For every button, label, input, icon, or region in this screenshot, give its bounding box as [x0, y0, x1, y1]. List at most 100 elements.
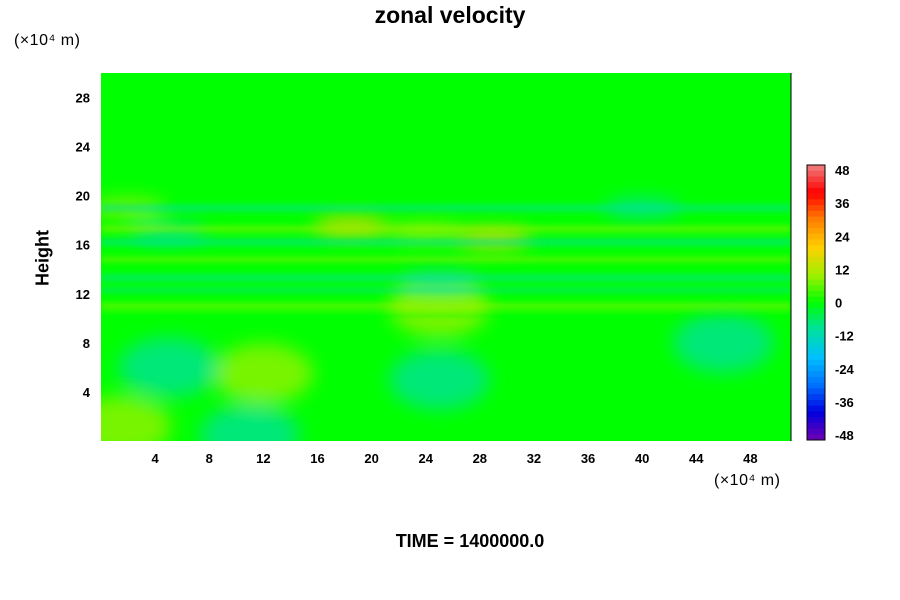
x-tick-label: 32 [527, 451, 541, 466]
colorbar-segment [807, 233, 825, 240]
y-tick-label: 16 [76, 238, 90, 253]
y-tick-label: 8 [83, 336, 90, 351]
colorbar-tick-label: -48 [835, 428, 854, 443]
colorbar-segment [807, 228, 825, 235]
x-tick-label: 44 [689, 451, 704, 466]
colorbar-segment [807, 308, 825, 315]
colorbar-segment [807, 296, 825, 303]
y-tick-label: 28 [76, 91, 90, 106]
x-tick-label: 20 [364, 451, 378, 466]
colorbar-tick-label: -24 [835, 362, 855, 377]
colorbar-segment [807, 399, 825, 407]
x-tick-label: 48 [743, 451, 757, 466]
field-band [101, 303, 791, 310]
colorbar-segment [807, 199, 825, 206]
x-tick-label: 12 [256, 451, 270, 466]
colorbar-segment [807, 285, 825, 292]
colorbar-segment [807, 216, 825, 223]
colorbar-segment [807, 279, 825, 286]
y-tick-label: 20 [76, 189, 90, 204]
x-tick-label: 24 [418, 451, 433, 466]
colorbar-segment [807, 325, 825, 332]
field-feature [101, 396, 172, 441]
colorbar-segment [807, 176, 825, 183]
colorbar-tick-label: -36 [835, 395, 854, 410]
colorbar [806, 164, 826, 441]
y-axis-ticks: 4 8 12 16 20 24 28 [76, 91, 91, 400]
colorbar-segment [807, 411, 825, 418]
y-axis-unit: (×10⁴ m) [14, 32, 81, 49]
colorbar-segment [807, 342, 825, 349]
colorbar-segment [807, 210, 825, 218]
field-feature [389, 349, 490, 410]
field-feature [199, 404, 300, 441]
field-band [101, 312, 791, 317]
x-tick-label: 40 [635, 451, 649, 466]
colorbar-segment [807, 354, 825, 361]
colorbar-segment [807, 394, 825, 401]
field-band [101, 225, 791, 232]
colorbar-tick-label: -12 [835, 329, 854, 344]
y-tick-label: 4 [83, 385, 91, 400]
field-band [101, 287, 791, 293]
colorbar-ticks: 48 36 24 12 0 -12 -24 -36 -48 [835, 163, 855, 443]
x-axis-ticks: 4 8 12 16 20 24 28 32 36 40 44 48 [152, 451, 758, 466]
colorbar-segment [807, 434, 825, 441]
colorbar-segment [807, 245, 825, 252]
field-feature [213, 343, 314, 404]
colorbar-segment [807, 291, 825, 298]
colorbar-segment [807, 422, 825, 430]
colorbar-segment [807, 273, 825, 281]
x-tick-label: 36 [581, 451, 595, 466]
colorbar-tick-label: 24 [835, 229, 850, 244]
field-band [101, 238, 791, 246]
colorbar-segment [807, 302, 825, 309]
time-label: TIME = 1400000.0 [395, 531, 545, 551]
colorbar-tick-label: 48 [835, 163, 849, 178]
colorbar-segment [807, 256, 825, 263]
colorbar-segment [807, 165, 825, 172]
colorbar-segment [807, 268, 825, 275]
velocity-bands [101, 204, 791, 317]
x-tick-label: 16 [310, 451, 324, 466]
y-tick-label: 24 [76, 140, 91, 155]
field-feature [118, 337, 219, 398]
colorbar-segment [807, 336, 825, 344]
x-tick-label: 8 [206, 451, 213, 466]
x-tick-label: 28 [473, 451, 487, 466]
field-band [101, 257, 791, 262]
colorbar-segment [807, 250, 825, 258]
colorbar-segment [807, 365, 825, 372]
colorbar-segment [807, 187, 825, 195]
colorbar-segment [807, 313, 825, 321]
colorbar-frame [806, 164, 826, 441]
chart-title: zonal velocity [374, 2, 526, 28]
colorbar-segment [807, 428, 825, 435]
colorbar-segment [807, 193, 825, 200]
colorbar-tick-label: 0 [835, 296, 842, 311]
colorbar-segment [807, 331, 825, 338]
y-tick-label: 12 [76, 287, 90, 302]
colorbar-segment [807, 376, 825, 384]
colorbar-segment [807, 382, 825, 389]
colorbar-segment [807, 222, 825, 229]
colorbar-segment [807, 182, 825, 189]
field-band [101, 274, 791, 282]
colorbar-segment [807, 319, 825, 326]
colorbar-tick-label: 36 [835, 196, 849, 211]
colorbar-segment [807, 348, 825, 355]
colorbar-segment [807, 359, 825, 367]
x-tick-label: 4 [152, 451, 160, 466]
colorbar-segment [807, 371, 825, 378]
x-axis-unit: (×10⁴ m) [714, 472, 781, 489]
colorbar-segment [807, 388, 825, 395]
colorbar-segment [807, 262, 825, 269]
colorbar-segment [807, 170, 825, 177]
colorbar-segment [807, 239, 825, 246]
colorbar-segment [807, 417, 825, 424]
field-band [101, 204, 791, 212]
colorbar-tick-label: 12 [835, 262, 849, 277]
plot-area [101, 73, 792, 441]
field-feature [673, 312, 774, 373]
